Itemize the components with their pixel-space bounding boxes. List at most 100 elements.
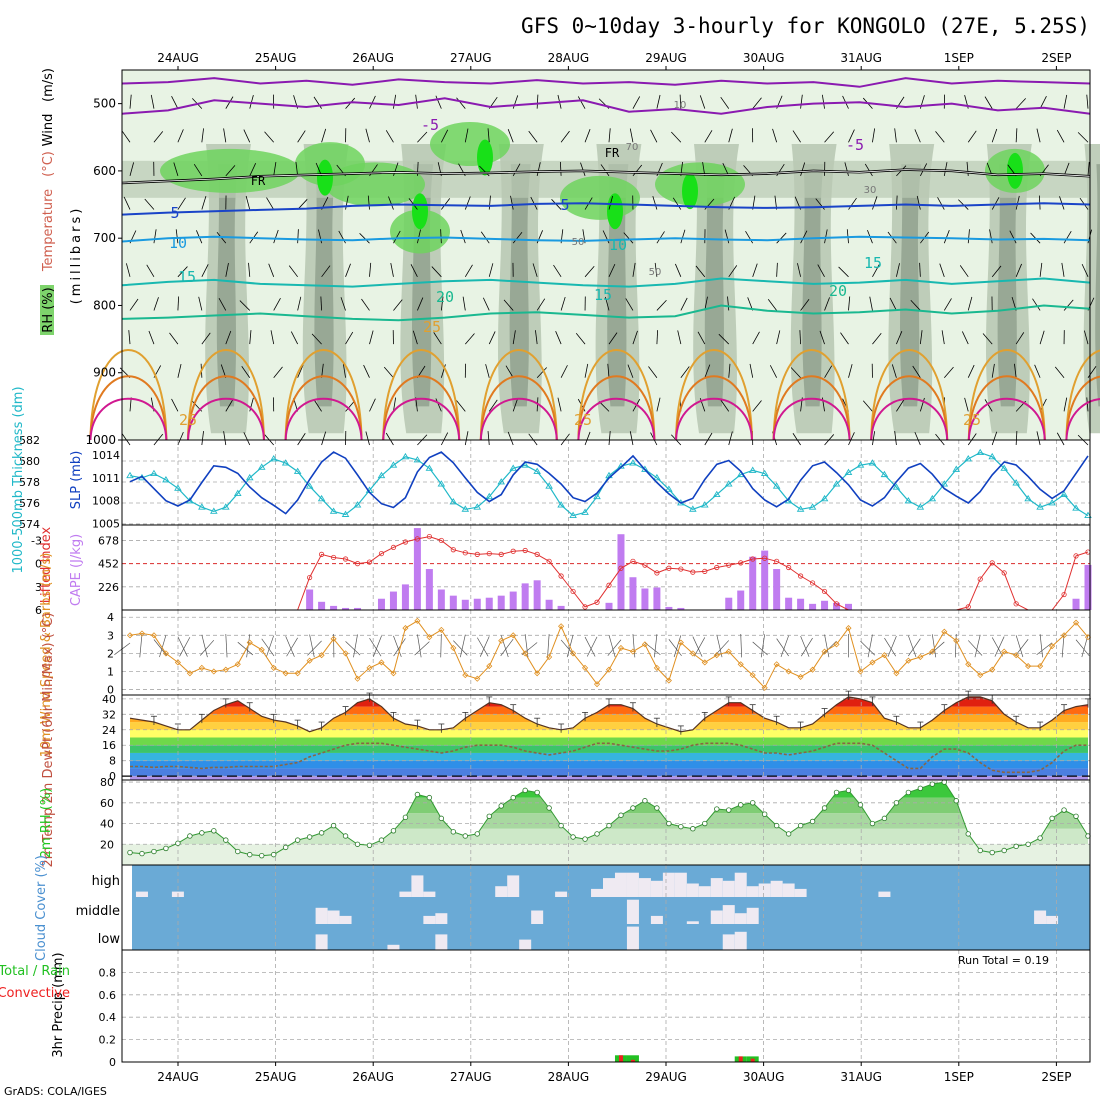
wind-barb [225, 165, 236, 177]
wind-barb [728, 431, 733, 446]
rh-point [750, 800, 756, 806]
date-label-top: 25AUG [255, 51, 297, 65]
rh-point [977, 847, 983, 854]
li-point [702, 568, 708, 574]
isotherm-label: 25 [423, 318, 441, 336]
wind-barb [417, 297, 424, 311]
wind-barb [169, 332, 179, 345]
y-tick-label: 700 [93, 231, 116, 245]
temp-tick-label: 40 [102, 693, 116, 706]
wind-speed-point [881, 652, 888, 659]
cape-bar [389, 591, 397, 610]
isotherm-line [121, 77, 1091, 88]
wind-barb-10m [139, 634, 143, 658]
wind-barb [919, 330, 923, 345]
wind-barb [824, 131, 835, 143]
cloud-cell [614, 872, 627, 897]
wind-barb [728, 128, 733, 143]
wind-barb [367, 195, 370, 210]
date-label-bottom: 24AUG [157, 1070, 199, 1084]
wind-barb [288, 265, 298, 278]
rh-green-area [560, 175, 640, 220]
precip-tick-label: 0.4 [99, 1011, 117, 1024]
rh-plume-core [899, 164, 922, 407]
rh-bright-area [682, 173, 698, 210]
cloud-cell [387, 944, 400, 950]
wind-barb [584, 363, 589, 378]
thickness-point [1000, 464, 1008, 471]
wind-barb [177, 296, 180, 311]
thickness-point [497, 478, 506, 485]
rh-point [211, 828, 217, 834]
cape-bar [521, 583, 529, 610]
thickness-point [796, 505, 805, 512]
wind-barb [650, 129, 658, 143]
rh-point [474, 831, 480, 837]
rh-bright-area [477, 139, 493, 176]
wind-barb [464, 264, 473, 278]
wind-barb [848, 432, 855, 446]
wind-barb [173, 162, 179, 177]
wind-speed-point [210, 668, 217, 675]
rh-point [1001, 847, 1007, 854]
isotherm-label: 10 [169, 234, 187, 252]
wind-speed-point [953, 637, 960, 644]
wind-barb [792, 433, 801, 446]
rh-plume-core [997, 164, 1019, 407]
wind-barb [385, 432, 394, 446]
wind-barb [627, 364, 634, 378]
cloud-cell [626, 926, 639, 950]
credit: GrADS: COLA/IGES [4, 1085, 107, 1098]
isotherm-warm [1065, 398, 1100, 441]
wind-barb [488, 399, 498, 412]
wind-barb [872, 196, 878, 210]
wind-barb [441, 198, 451, 210]
wind-barb-10m [908, 635, 917, 658]
thickness-point [724, 480, 733, 487]
wind-speed-point [725, 648, 732, 655]
wind-barb [125, 263, 131, 277]
wind-barb-10m [261, 638, 275, 657]
wind-barb-10m [440, 634, 442, 658]
wind-barb [321, 265, 331, 278]
li-point [1061, 591, 1067, 598]
thickness-point [437, 480, 446, 487]
wind-barb [507, 129, 514, 143]
wind-barb [896, 399, 905, 412]
wind-barb [512, 95, 519, 109]
wind-barb [560, 130, 570, 143]
isotherm-warm [479, 397, 558, 441]
date-label-top: 31AUG [840, 51, 882, 65]
cloud-cell [746, 886, 759, 897]
wind-barb [1081, 263, 1089, 277]
date-label-bottom: 25AUG [255, 1070, 297, 1084]
wind-barb [201, 332, 211, 345]
wind-barb [991, 431, 998, 446]
thickness-tick-label: 578 [19, 476, 40, 489]
cloud-cell [734, 931, 747, 950]
rh-point [199, 830, 205, 836]
wind-speed-point [989, 666, 996, 673]
isotherm-label: 25 [179, 411, 197, 429]
temp2m-panel: 0 8 16 24 32 40 [102, 690, 1091, 783]
wind-barb [177, 197, 186, 210]
wind-barb [914, 431, 921, 446]
wind-speed-point [462, 672, 469, 679]
precip-tick-label: 0 [109, 1056, 116, 1069]
li-point [821, 588, 828, 595]
rh-point [450, 829, 457, 835]
wind-speed-point [689, 650, 696, 657]
isotherm-warm [577, 397, 656, 441]
wind-barb [824, 229, 828, 244]
thickness-point [964, 455, 973, 462]
temp-tick-label: 8 [109, 755, 116, 768]
wind-barb [792, 130, 801, 143]
rh-point [797, 822, 804, 829]
li-point [534, 551, 540, 557]
cloud-cell [650, 880, 663, 897]
wind-barb [720, 399, 730, 412]
date-label-bottom: 1SEP [944, 1070, 974, 1084]
wind-barb [991, 363, 995, 378]
thickness-point [449, 498, 458, 505]
rh-point [857, 802, 864, 808]
